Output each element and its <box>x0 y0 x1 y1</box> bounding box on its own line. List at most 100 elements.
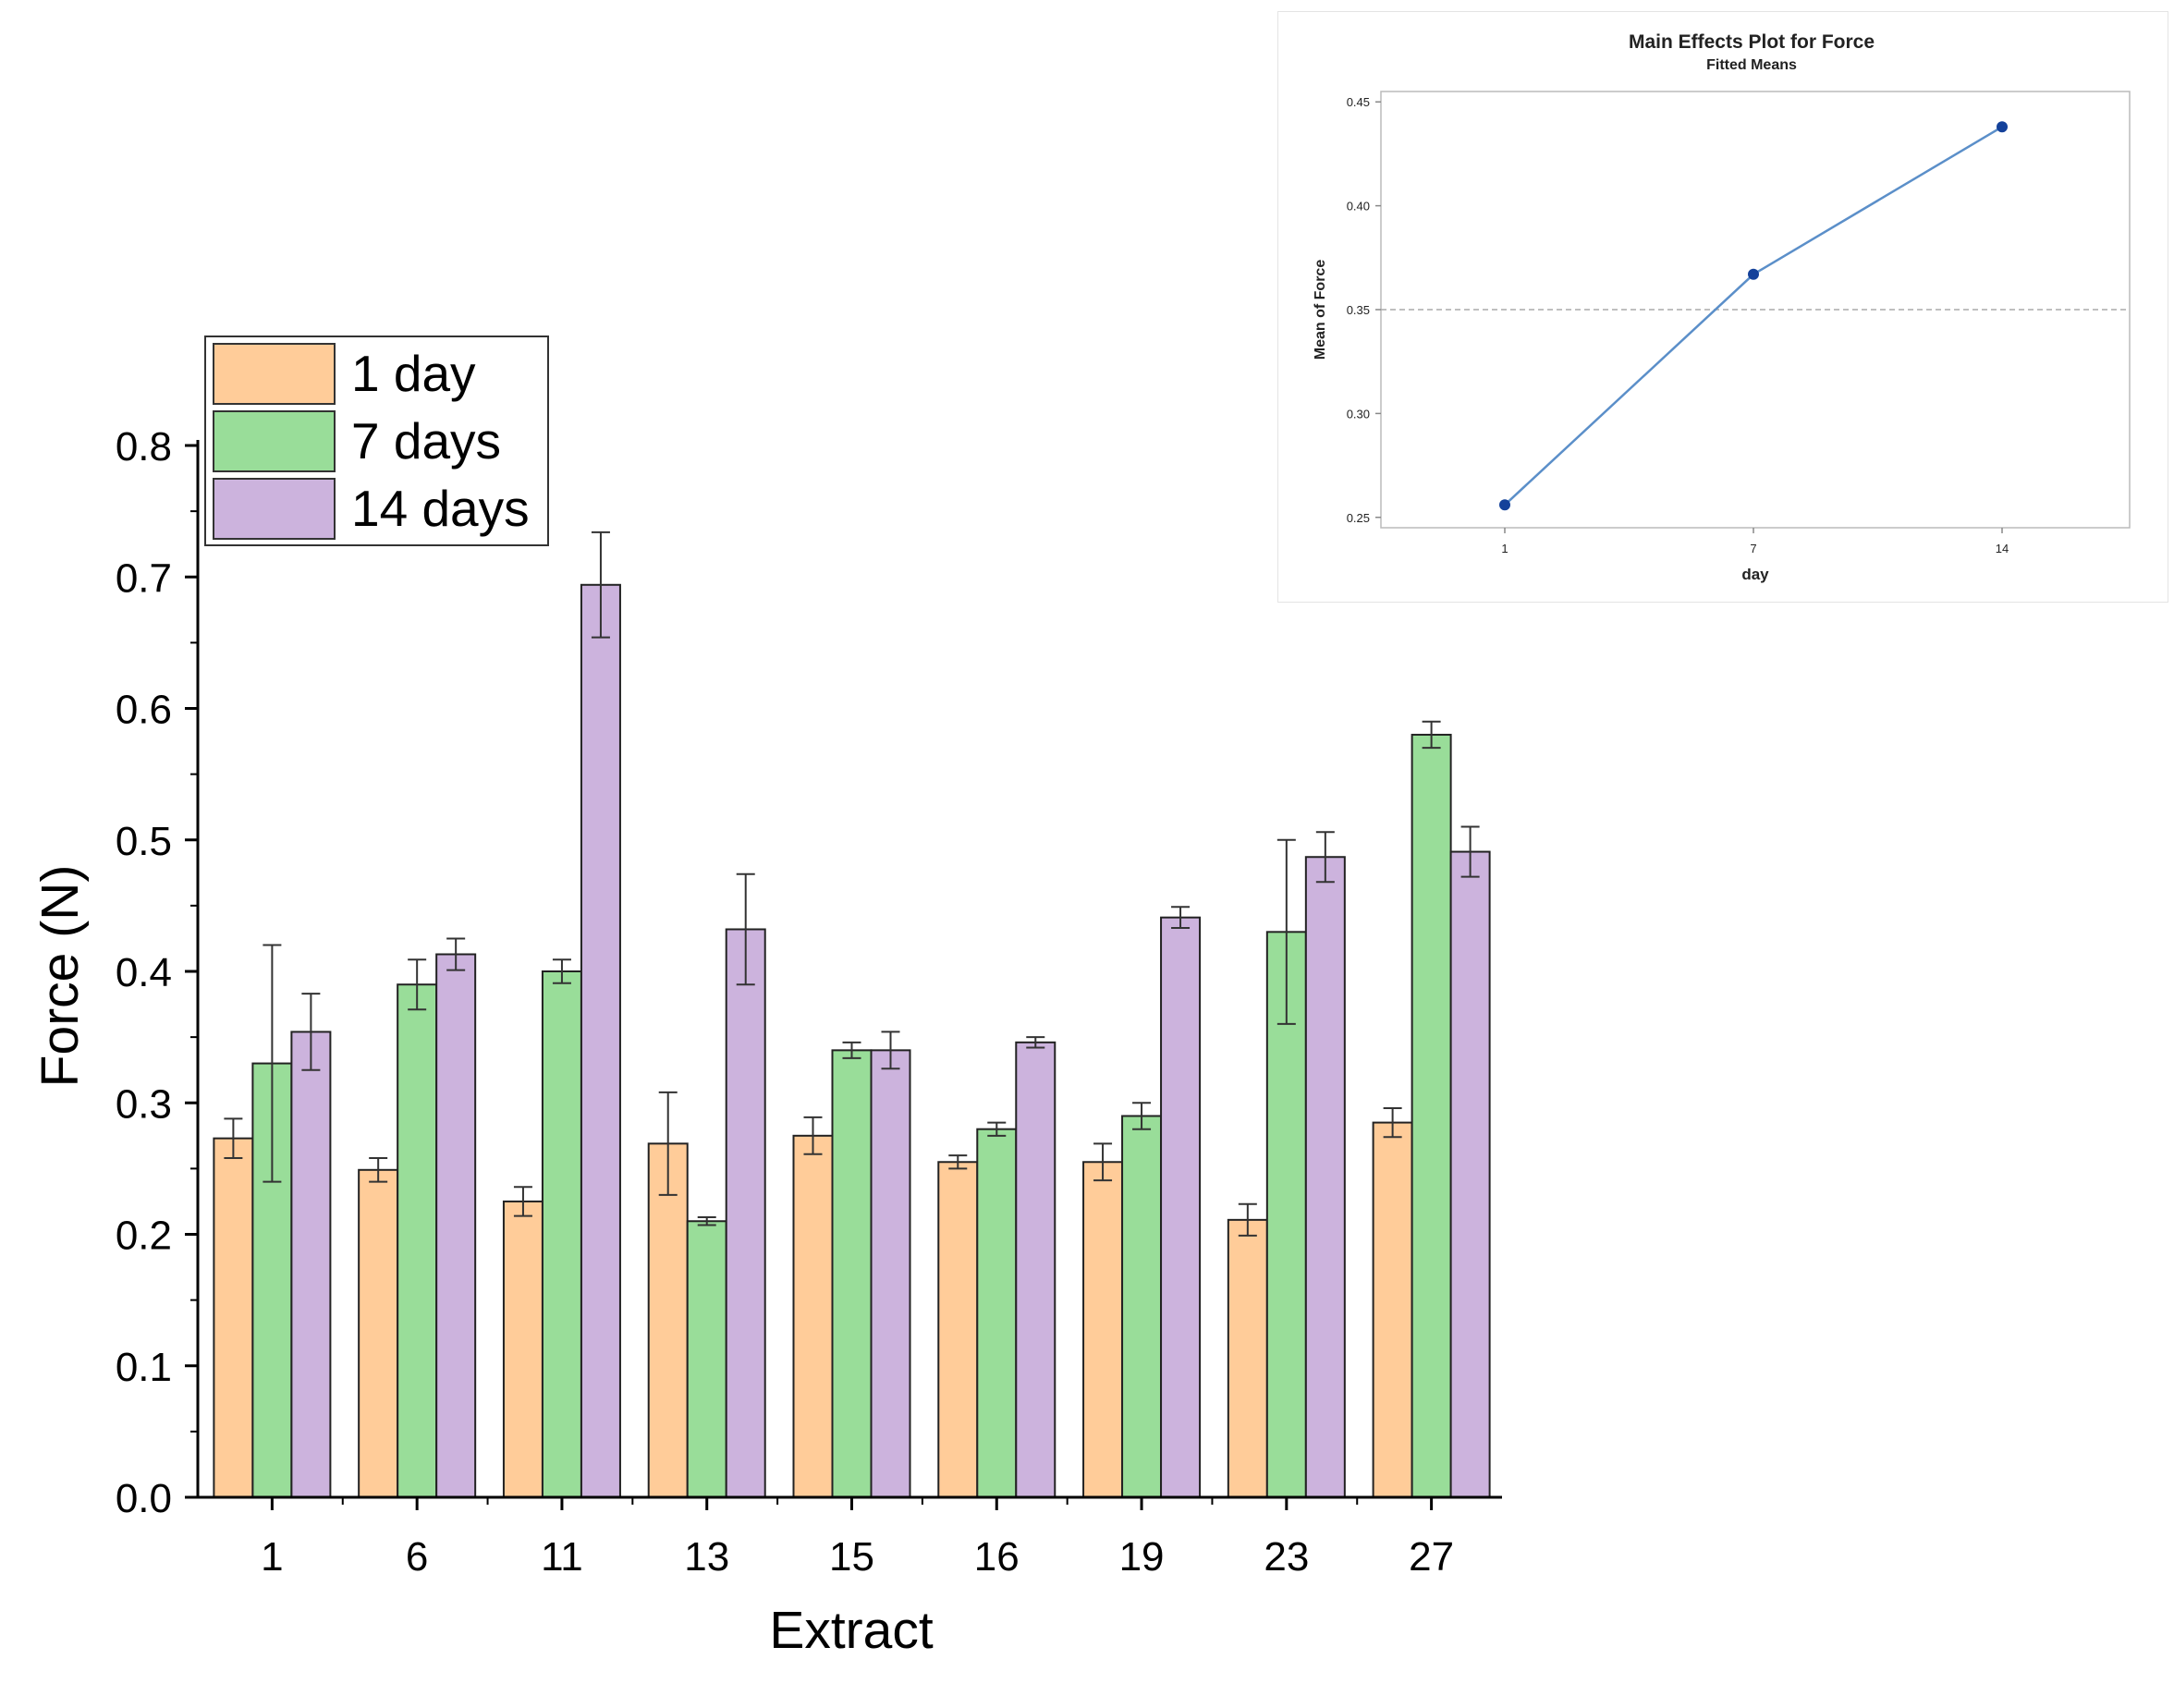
bar-7-days-extract-27 <box>1411 733 1452 1498</box>
legend-label-7-days: 7 days <box>351 412 501 470</box>
error-bar-14-days-extract-1 <box>301 993 321 1071</box>
bar-14-days-extract-13 <box>725 928 766 1498</box>
error-bar-1-day-extract-23 <box>1238 1202 1257 1237</box>
bar-1-day-extract-6 <box>358 1168 399 1498</box>
error-bar-1-day-extract-15 <box>803 1116 823 1155</box>
error-bar-7-days-extract-6 <box>408 958 427 1011</box>
legend: 1 day 7 days 14 days <box>204 336 549 546</box>
bar-14-days-extract-11 <box>580 583 621 1498</box>
error-bar-14-days-extract-6 <box>446 937 466 971</box>
bar-1-day-extract-16 <box>937 1161 979 1498</box>
x-axis-title: Extract <box>769 1601 934 1660</box>
error-bar-14-days-extract-16 <box>1026 1036 1045 1049</box>
bar-7-days-extract-19 <box>1121 1115 1163 1498</box>
error-bar-1-day-extract-19 <box>1093 1142 1113 1182</box>
legend-swatch-7-days <box>213 410 336 472</box>
error-bar-7-days-extract-19 <box>1132 1102 1152 1130</box>
inset-y-tick-label: 0.25 <box>1347 511 1370 525</box>
inset-ticks-layer: 0.25 0.30 0.35 0.40 0.45 1 7 14 <box>1347 95 2009 555</box>
error-bar-14-days-extract-19 <box>1171 906 1191 930</box>
error-bars-layer <box>224 531 1480 1237</box>
x-tick-label: 15 <box>829 1534 874 1580</box>
error-bar-1-day-extract-27 <box>1383 1106 1402 1139</box>
bars-layer <box>213 583 1491 1499</box>
bar-14-days-extract-27 <box>1449 850 1491 1498</box>
error-bar-7-days-extract-16 <box>987 1121 1007 1137</box>
inset-y-axis-title: Mean of Force <box>1313 260 1328 360</box>
bar-1-day-extract-13 <box>647 1142 689 1499</box>
inset-mean-line <box>1504 126 2003 506</box>
bar-7-days-extract-15 <box>831 1049 873 1498</box>
inset-x-tick-label: 7 <box>1750 542 1756 555</box>
inset-point-day-1 <box>1499 499 1510 511</box>
error-bar-14-days-extract-23 <box>1315 831 1335 884</box>
inset-point-day-14 <box>1997 121 2008 133</box>
y-tick-label: 0.2 <box>116 1214 172 1259</box>
y-tick-label: 0.1 <box>116 1345 172 1390</box>
main-effects-line-chart: Main Effects Plot for Force Fitted Means… <box>1313 31 2131 583</box>
error-bar-14-days-extract-11 <box>591 531 610 639</box>
error-bar-7-days-extract-11 <box>552 958 571 984</box>
x-tick-label: 19 <box>1119 1534 1165 1580</box>
error-bar-14-days-extract-13 <box>736 872 755 986</box>
y-tick-label: 0.7 <box>116 555 172 601</box>
y-tick-label: 0.8 <box>116 424 172 470</box>
y-tick-label: 0.4 <box>116 950 172 995</box>
error-bar-1-day-extract-11 <box>513 1186 532 1217</box>
axes-layer <box>185 440 1502 1510</box>
x-tick-label: 11 <box>541 1534 583 1580</box>
bar-7-days-extract-13 <box>686 1220 727 1499</box>
inset-x-axis-title: day <box>1741 566 1769 583</box>
bar-1-day-extract-15 <box>792 1134 834 1498</box>
legend-swatch-1-day <box>213 343 336 405</box>
bar-1-day-extract-27 <box>1372 1121 1413 1499</box>
bar-1-day-extract-23 <box>1227 1218 1268 1499</box>
inset-x-tick-label: 14 <box>1996 542 2009 555</box>
inset-x-tick-label: 1 <box>1501 542 1508 555</box>
error-bar-7-days-extract-13 <box>697 1216 716 1226</box>
inset-line-layer <box>1499 121 2008 511</box>
inset-y-tick-label: 0.35 <box>1347 303 1370 317</box>
x-tick-label: 23 <box>1264 1534 1309 1580</box>
inset-y-tick-label: 0.30 <box>1347 407 1370 421</box>
bar-7-days-extract-11 <box>541 970 582 1498</box>
inset-main-effects-panel: Main Effects Plot for Force Fitted Means… <box>1277 11 2168 603</box>
y-axis-title: Force (N) <box>31 865 90 1088</box>
error-bar-1-day-extract-13 <box>658 1091 678 1196</box>
y-tick-label: 0.3 <box>116 1081 172 1127</box>
bar-7-days-extract-16 <box>976 1128 1018 1498</box>
bar-14-days-extract-6 <box>435 953 477 1498</box>
tick-labels-layer: 0.00.10.20.30.40.50.60.70.81 6 11 13 15 16 19 2… <box>116 424 1454 1580</box>
bar-1-day-extract-1 <box>213 1137 254 1498</box>
error-bar-7-days-extract-15 <box>842 1041 861 1059</box>
legend-label-14-days: 14 days <box>351 480 530 537</box>
error-bar-7-days-extract-1 <box>263 944 282 1183</box>
bar-14-days-extract-19 <box>1160 916 1202 1498</box>
bar-1-day-extract-11 <box>502 1200 544 1498</box>
inset-title: Main Effects Plot for Force <box>1629 31 1875 53</box>
error-bar-1-day-extract-1 <box>224 1117 243 1159</box>
bar-14-days-extract-15 <box>870 1049 911 1498</box>
x-tick-label: 27 <box>1409 1534 1454 1580</box>
error-bar-1-day-extract-6 <box>369 1156 388 1183</box>
bar-1-day-extract-19 <box>1082 1161 1124 1498</box>
inset-y-tick-label: 0.40 <box>1347 200 1370 214</box>
bar-7-days-extract-6 <box>397 983 438 1498</box>
error-bar-7-days-extract-27 <box>1422 720 1441 750</box>
inset-subtitle: Fitted Means <box>1706 57 1797 73</box>
bar-14-days-extract-1 <box>290 1031 332 1499</box>
error-bar-7-days-extract-23 <box>1276 838 1296 1025</box>
y-tick-label: 0.0 <box>116 1476 172 1521</box>
legend-label-1-day: 1 day <box>351 345 476 402</box>
x-tick-label: 13 <box>684 1534 729 1580</box>
y-tick-label: 0.5 <box>116 819 172 864</box>
x-tick-label: 1 <box>261 1534 283 1580</box>
x-tick-label: 16 <box>974 1534 1020 1580</box>
x-tick-label: 6 <box>406 1534 428 1580</box>
bar-7-days-extract-23 <box>1265 931 1307 1498</box>
bar-14-days-extract-23 <box>1304 856 1346 1498</box>
y-tick-label: 0.6 <box>116 688 172 733</box>
error-bar-14-days-extract-15 <box>881 1031 900 1070</box>
inset-y-tick-label: 0.45 <box>1347 95 1370 109</box>
